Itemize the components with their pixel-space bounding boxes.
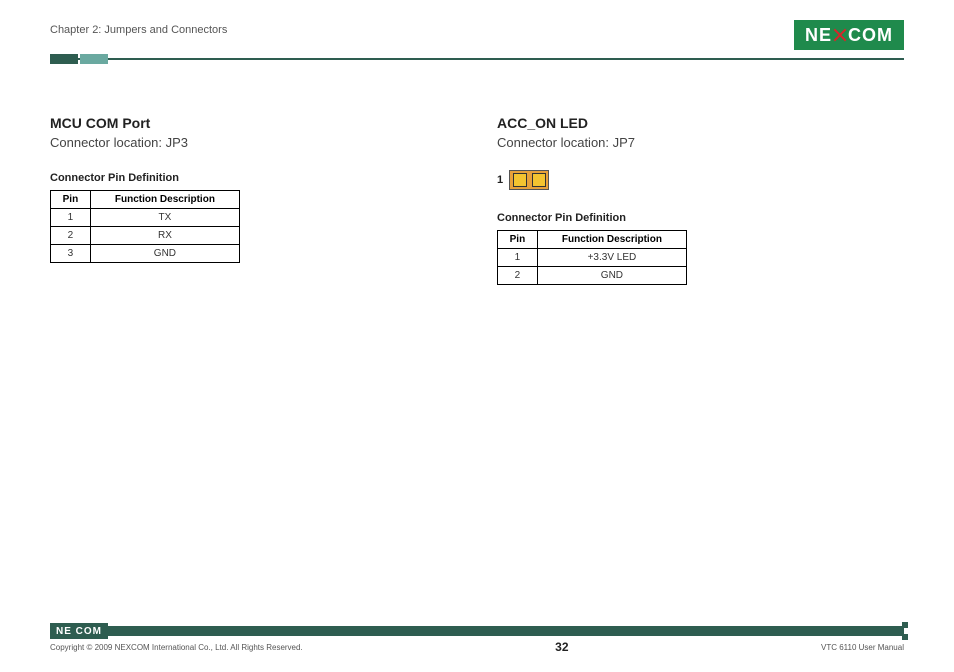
jumper-diagram: 1 (497, 170, 904, 190)
table-row: 2 RX (51, 227, 240, 245)
header: Chapter 2: Jumpers and Connectors NE COM (50, 20, 904, 56)
td-fn: GND (537, 267, 686, 285)
table-title: Connector Pin Definition (497, 212, 904, 224)
td-fn: TX (90, 209, 239, 227)
right-column: ACC_ON LED Connector location: JP7 1 Con… (497, 115, 904, 285)
chapter-label: Chapter 2: Jumpers and Connectors (50, 20, 227, 36)
footer-logo: NE COM (50, 623, 108, 639)
logo-x-icon (833, 28, 847, 42)
brand-logo: NE COM (794, 20, 904, 50)
table-head-row: Pin Function Description (498, 231, 687, 249)
footer: Copyright © 2009 NEXCOM International Co… (50, 640, 904, 654)
td-fn: RX (90, 227, 239, 245)
table-row: 3 GND (51, 245, 240, 263)
section-title: ACC_ON LED (497, 115, 904, 131)
td-fn: +3.3V LED (537, 249, 686, 267)
pin-table-right: Pin Function Description 1 +3.3V LED 2 G… (497, 230, 687, 285)
logo-text-left: NE (805, 25, 832, 46)
table-row: 1 TX (51, 209, 240, 227)
left-column: MCU COM Port Connector location: JP3 Con… (50, 115, 457, 285)
manual-name: VTC 6110 User Manual (821, 643, 904, 652)
th-pin: Pin (498, 231, 538, 249)
td-pin: 3 (51, 245, 91, 263)
page: Chapter 2: Jumpers and Connectors NE COM… (50, 20, 904, 652)
td-pin: 2 (498, 267, 538, 285)
th-fn: Function Description (90, 191, 239, 209)
copyright: Copyright © 2009 NEXCOM International Co… (50, 643, 303, 652)
table-row: 2 GND (498, 267, 687, 285)
content: MCU COM Port Connector location: JP3 Con… (50, 115, 904, 285)
td-fn: GND (90, 245, 239, 263)
td-pin: 1 (498, 249, 538, 267)
table-head-row: Pin Function Description (51, 191, 240, 209)
header-rule (50, 58, 904, 60)
jumper-pin-label: 1 (497, 174, 503, 186)
td-pin: 1 (51, 209, 91, 227)
th-fn: Function Description (537, 231, 686, 249)
table-row: 1 +3.3V LED (498, 249, 687, 267)
section-subtitle: Connector location: JP3 (50, 135, 457, 150)
section-title: MCU COM Port (50, 115, 457, 131)
pin-table-left: Pin Function Description 1 TX 2 RX 3 GND (50, 190, 240, 263)
table-title: Connector Pin Definition (50, 172, 457, 184)
jumper-block-icon (509, 170, 549, 190)
footer-squares-icon (890, 622, 908, 640)
section-subtitle: Connector location: JP7 (497, 135, 904, 150)
td-pin: 2 (51, 227, 91, 245)
footer-rule: NE COM (50, 626, 904, 636)
page-number: 32 (555, 640, 568, 654)
th-pin: Pin (51, 191, 91, 209)
logo-text-right: COM (848, 25, 893, 46)
